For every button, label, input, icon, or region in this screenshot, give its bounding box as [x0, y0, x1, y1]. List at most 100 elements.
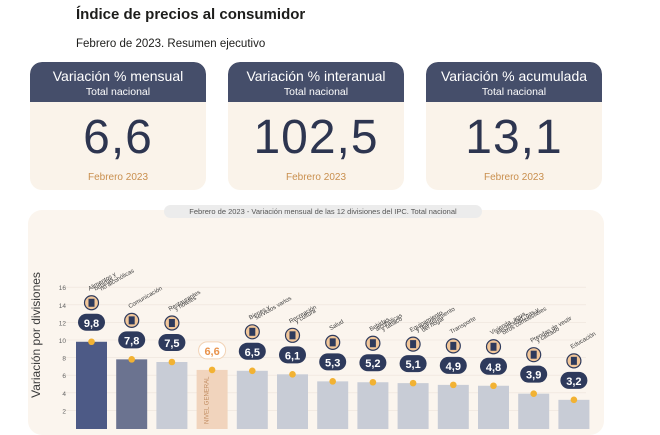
value-dot — [570, 396, 578, 404]
icon-shape — [369, 339, 376, 348]
value-dot — [249, 367, 256, 375]
data-label: 6,5 — [245, 347, 260, 359]
icon-shape — [530, 350, 537, 359]
data-label: 3,2 — [566, 376, 581, 388]
bar — [76, 341, 107, 429]
bar — [156, 362, 188, 429]
value-dot — [289, 371, 296, 378]
card-period: Febrero 2023 — [285, 172, 347, 183]
card-period: Febrero 2023 — [483, 172, 545, 183]
y-tick-label: 6 — [62, 373, 66, 380]
card-value: 102,5 — [253, 111, 379, 164]
value-dot — [369, 378, 377, 386]
scissors-comb-icon — [244, 324, 260, 340]
y-tick-label: 10 — [59, 338, 67, 345]
bar — [196, 369, 228, 429]
card-header: Variación % acumulada Total nacional — [426, 62, 602, 102]
card-value: 6,6 — [83, 111, 153, 164]
category-label: Educación — [570, 331, 597, 350]
value-bubble — [480, 357, 507, 375]
data-label: 4,8 — [486, 362, 501, 374]
data-label: 5,1 — [405, 359, 420, 371]
phone-icon — [124, 312, 140, 328]
value-bubble — [279, 346, 306, 364]
clothing-icon — [526, 347, 542, 363]
category-label: Comunicación — [128, 286, 164, 310]
bar — [478, 385, 509, 429]
bar — [397, 383, 429, 429]
y-tick-label: 2 — [62, 408, 66, 415]
value-bubble — [399, 355, 427, 373]
value-bubble — [560, 371, 588, 389]
value-dot — [88, 338, 95, 346]
value-dot — [329, 378, 337, 385]
bar — [518, 393, 550, 429]
value-bubble — [520, 365, 548, 383]
page-subtitle: Febrero de 2023. Resumen ejecutivo — [76, 38, 266, 50]
wine-icon — [365, 335, 381, 351]
data-label: 7,5 — [164, 338, 179, 350]
value-bubble — [319, 353, 347, 371]
card-subtitle: Total nacional — [85, 86, 151, 98]
y-tick-label: 14 — [59, 303, 67, 310]
bar — [277, 374, 308, 429]
icon-shape — [490, 342, 497, 351]
value-bubble — [238, 342, 266, 360]
dining-icon — [164, 315, 180, 331]
card-period: Febrero 2023 — [87, 172, 149, 183]
value-dot — [409, 379, 417, 387]
data-label: 5,2 — [365, 358, 380, 370]
card-title: Variación % interanual — [246, 68, 386, 84]
data-label: 3,9 — [526, 370, 541, 382]
data-label: 7,8 — [124, 335, 139, 347]
category-label: Transporte — [449, 316, 478, 336]
value-dot — [450, 381, 457, 389]
value-bubble — [439, 356, 467, 374]
card-subtitle: Total nacional — [283, 86, 349, 98]
data-label: 5,3 — [325, 357, 340, 369]
card-accumulated: Variación % acumulada Total nacional 13,… — [426, 62, 602, 190]
card-header: Variación % interanual Total nacional — [228, 62, 404, 102]
icon-shape — [570, 356, 577, 365]
card-yearly: Variación % interanual Total nacional 10… — [228, 62, 404, 190]
icon-shape — [168, 319, 175, 327]
card-monthly: Variación % mensual Total nacional 6,6 F… — [30, 62, 206, 190]
data-label: 6,1 — [285, 350, 300, 362]
bar — [317, 381, 349, 429]
first-aid-icon — [325, 334, 341, 350]
bar — [357, 382, 389, 429]
value-dot — [168, 358, 176, 366]
icon-shape — [450, 341, 457, 350]
card-subtitle: Total nacional — [481, 86, 547, 98]
y-tick-label: 4 — [62, 391, 66, 398]
y-tick-label: 16 — [59, 285, 67, 292]
icon-shape — [249, 327, 256, 336]
value-dot — [128, 356, 135, 363]
card-title: Variación % mensual — [52, 68, 184, 84]
plug-icon — [485, 339, 502, 355]
card-header: Variación % mensual Total nacional — [30, 62, 206, 102]
bar — [437, 384, 469, 429]
car-icon — [445, 338, 461, 354]
icon-shape — [128, 316, 135, 325]
data-label: 4,9 — [446, 361, 461, 373]
y-tick-label: 8 — [62, 356, 66, 363]
paint-icon — [284, 327, 301, 343]
chart-caption: Febrero de 2023 - Variación mensual de l… — [164, 205, 482, 218]
value-dot — [490, 382, 497, 390]
book-icon — [566, 353, 582, 369]
value-bubble — [198, 341, 227, 360]
icon-shape — [88, 298, 95, 307]
value-bubble — [118, 331, 146, 349]
page-title: Índice de precios al consumidor — [76, 6, 306, 23]
icon-shape — [289, 331, 296, 340]
bar — [116, 359, 148, 429]
bar — [558, 399, 590, 429]
grocery-icon — [83, 295, 100, 311]
card-value: 13,1 — [465, 111, 563, 164]
category-label: Salud — [329, 319, 345, 332]
y-tick-label: 12 — [59, 320, 67, 327]
icon-shape — [329, 338, 336, 347]
value-dot — [208, 366, 216, 374]
